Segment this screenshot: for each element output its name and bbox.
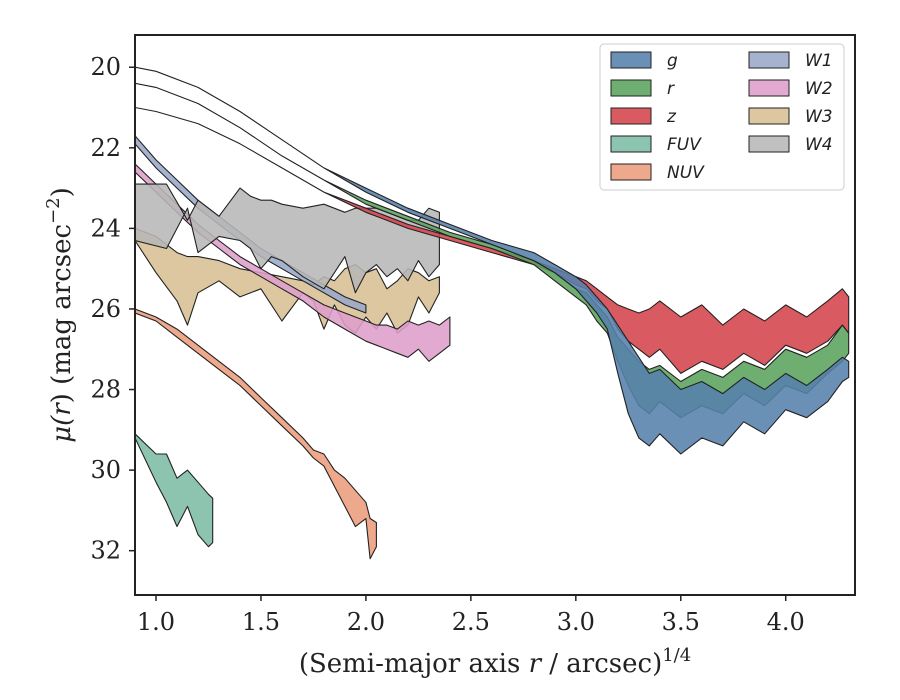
y-tick-label: 20 [90, 53, 121, 81]
legend-swatch-w2 [748, 79, 790, 97]
band-g [135, 66, 850, 455]
legend-swatch-r [610, 79, 652, 97]
band-w2 [135, 163, 451, 362]
legend-label-w2: W2 [805, 79, 833, 99]
y-tick-label: 22 [90, 134, 121, 162]
y-tick-label: 24 [90, 214, 121, 242]
y-tick-label: 28 [90, 376, 121, 404]
band-fuv [135, 433, 214, 548]
band-nuv [135, 308, 377, 560]
legend-swatch-g [610, 51, 652, 69]
legend-swatch-nuv [610, 163, 652, 181]
legend: grz FUV NUV W1 W2 W3 W4 [599, 43, 845, 191]
y-tick-label: 30 [90, 456, 121, 484]
x-tick-label: 3.0 [557, 608, 595, 636]
legend-swatch-w1 [748, 51, 790, 69]
legend-swatch-w4 [748, 135, 790, 153]
x-tick-label: 1.5 [242, 608, 280, 636]
legend-label-nuv: NUV [667, 163, 705, 183]
legend-label-w1: W1 [805, 51, 833, 71]
y-axis-label: μ(r) (mag arcsec−2) [43, 187, 77, 443]
x-axis: 1.0 1.5 2.0 2.5 3.0 3.5 4.0 [137, 595, 805, 636]
legend-label-w3: W3 [805, 107, 833, 127]
legend-label-z: z [666, 107, 677, 127]
plot-frame [134, 34, 856, 596]
legend-label-r: r [667, 79, 675, 99]
legend-swatch-w3 [748, 107, 790, 125]
legend-label-fuv: FUV [667, 135, 702, 155]
legend-label-g: g [667, 51, 678, 71]
x-tick-label: 3.5 [662, 608, 700, 636]
x-tick-label: 4.0 [767, 608, 805, 636]
y-tick-label: 26 [90, 295, 121, 323]
x-tick-label: 1.0 [137, 608, 175, 636]
x-tick-label: 2.5 [452, 608, 490, 636]
x-axis-label: (Semi-major axis r / arcsec)1/4 [299, 645, 691, 679]
x-tick-label: 2.0 [347, 608, 385, 636]
legend-swatch-z [610, 107, 652, 125]
legend-swatch-fuv [610, 135, 652, 153]
y-tick-label: 32 [90, 537, 121, 565]
y-axis: 20 22 24 26 28 30 32 [90, 53, 135, 565]
plot-area [135, 66, 850, 560]
legend-label-w4: W4 [805, 135, 833, 155]
